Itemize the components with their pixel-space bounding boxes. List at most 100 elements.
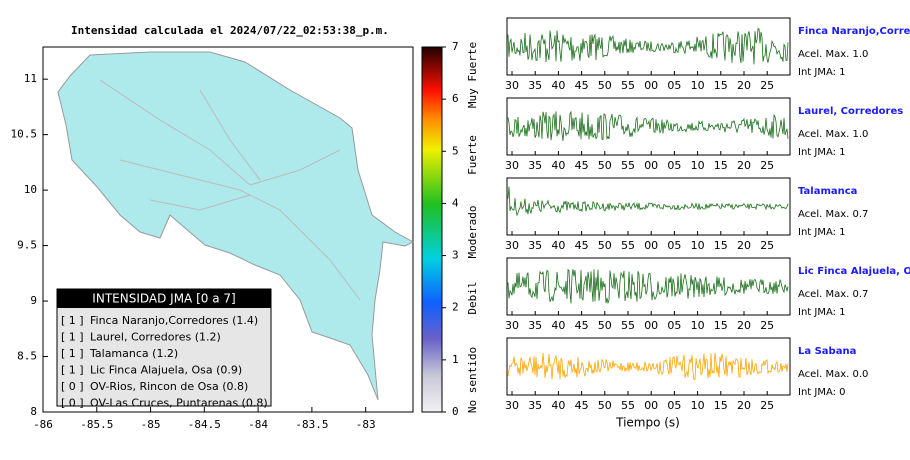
time-tick-label: 35 (528, 399, 542, 412)
time-tick-label: 30 (505, 159, 519, 172)
map-frame (42, 46, 414, 413)
time-tick-label: 00 (644, 79, 658, 92)
time-tick-label: 40 (551, 399, 565, 412)
legend-label: Talamanca (1.2) (89, 347, 178, 360)
waveform (507, 352, 789, 381)
time-tick-label: 10 (691, 399, 705, 412)
x-tick-label: -84.5 (188, 418, 221, 431)
time-tick-label: 35 (528, 159, 542, 172)
time-tick-label: 05 (667, 399, 681, 412)
map-roads (99, 79, 361, 301)
time-tick-label: 45 (575, 399, 589, 412)
time-tick-label: 10 (691, 319, 705, 332)
time-tick-label: 30 (505, 399, 519, 412)
station-accel: Acel. Max. 0.7 (798, 289, 868, 300)
time-tick-label: 05 (667, 79, 681, 92)
station-name: Lic Finca Alajuela, Osa (798, 266, 910, 277)
time-tick-label: 25 (760, 399, 774, 412)
colorbar-label: Debil (466, 281, 479, 314)
colorbar (421, 46, 443, 413)
colorbar-label: No sentido (466, 347, 479, 413)
record-frame (506, 257, 791, 316)
time-tick-label: 40 (551, 79, 565, 92)
legend-jma: [ 0 ] (61, 397, 84, 410)
colorbar-tick-label: 7 (452, 40, 459, 53)
time-tick-label: 55 (621, 239, 635, 252)
time-tick-label: 25 (760, 319, 774, 332)
colorbar-label: Fuerte (466, 135, 479, 175)
y-tick-label: 8 (30, 405, 37, 418)
legend-title: INTENSIDAD JMA [0 a 7] (92, 292, 235, 306)
time-tick-label: 50 (598, 79, 612, 92)
time-tick-label: 45 (575, 319, 589, 332)
record-frame (506, 97, 791, 156)
colorbar-tick-label: 0 (452, 405, 459, 418)
time-tick-label: 55 (621, 319, 635, 332)
y-tick-label: 11 (24, 72, 37, 85)
station-accel: Acel. Max. 0.0 (798, 369, 868, 380)
time-tick-label: 35 (528, 239, 542, 252)
time-tick-label: 40 (551, 159, 565, 172)
station-accel: Acel. Max. 1.0 (798, 129, 868, 140)
legend-label: Laurel, Corredores (1.2) (90, 331, 221, 344)
station-jma: Int JMA: 1 (798, 227, 846, 238)
time-tick-label: 15 (714, 159, 728, 172)
time-tick-label: 50 (598, 239, 612, 252)
station-accel: Acel. Max. 0.7 (798, 209, 868, 220)
legend-label: OV-Rios, Rincon de Osa (0.8) (90, 380, 248, 393)
x-tick-label: -83.5 (295, 418, 328, 431)
time-tick-label: 25 (760, 79, 774, 92)
time-tick-label: 15 (714, 399, 728, 412)
time-tick-label: 20 (737, 239, 751, 252)
time-tick-label: 00 (644, 159, 658, 172)
station-jma: Int JMA: 1 (798, 147, 846, 158)
time-tick-label: 05 (667, 239, 681, 252)
station-accel: Acel. Max. 1.0 (798, 49, 868, 60)
time-tick-label: 45 (575, 79, 589, 92)
colorbar-tick-label: 6 (452, 92, 459, 105)
map-land (57, 51, 415, 401)
time-tick-label: 15 (714, 319, 728, 332)
record-frame (506, 177, 791, 236)
y-tick-label: 9 (30, 294, 37, 307)
time-tick-label: 30 (505, 319, 519, 332)
station-name: Laurel, Corredores (798, 106, 903, 117)
time-tick-label: 20 (737, 79, 751, 92)
station-jma: Int JMA: 1 (798, 67, 846, 78)
station-name: Finca Naranjo,Corredores (798, 26, 910, 37)
legend-label: Lic Finca Alajuela, Osa (0.9) (90, 364, 242, 377)
legend: INTENSIDAD JMA [0 a 7] [ 1 ] Finca Naranj… (56, 288, 272, 410)
colorbar-label: Muy Fuerte (466, 42, 479, 108)
station-name: La Sabana (798, 346, 856, 357)
time-tick-label: 50 (598, 319, 612, 332)
time-tick-label: 05 (667, 319, 681, 332)
time-tick-label: 45 (575, 239, 589, 252)
time-tick-label: 35 (528, 319, 542, 332)
y-tick-label: 8.5 (17, 350, 37, 363)
legend-jma: [ 1 ] (61, 364, 84, 377)
time-tick-label: 35 (528, 79, 542, 92)
legend-box (56, 288, 272, 407)
time-tick-label: 00 (644, 399, 658, 412)
colorbar-label: Moderado (466, 206, 479, 259)
legend-jma: [ 1 ] (61, 331, 84, 344)
x-tick-label: -85.5 (80, 418, 113, 431)
waveform (507, 268, 789, 305)
title: Intensidad calculada el 2024/07/22_02:53… (71, 24, 389, 37)
time-tick-label: 05 (667, 159, 681, 172)
time-tick-label: 00 (644, 319, 658, 332)
waveform (507, 28, 789, 65)
time-tick-label: 30 (505, 239, 519, 252)
x-tick-label: -85 (141, 418, 161, 431)
x-tick-label: -83 (356, 418, 376, 431)
time-tick-label: 40 (551, 239, 565, 252)
colorbar-tick-label: 4 (452, 196, 459, 209)
legend-jma: [ 0 ] (61, 380, 84, 393)
record-frame (506, 337, 791, 396)
time-tick-label: 20 (737, 399, 751, 412)
waveform (507, 186, 789, 217)
time-tick-label: 15 (714, 239, 728, 252)
time-tick-label: 00 (644, 239, 658, 252)
time-tick-label: 20 (737, 159, 751, 172)
